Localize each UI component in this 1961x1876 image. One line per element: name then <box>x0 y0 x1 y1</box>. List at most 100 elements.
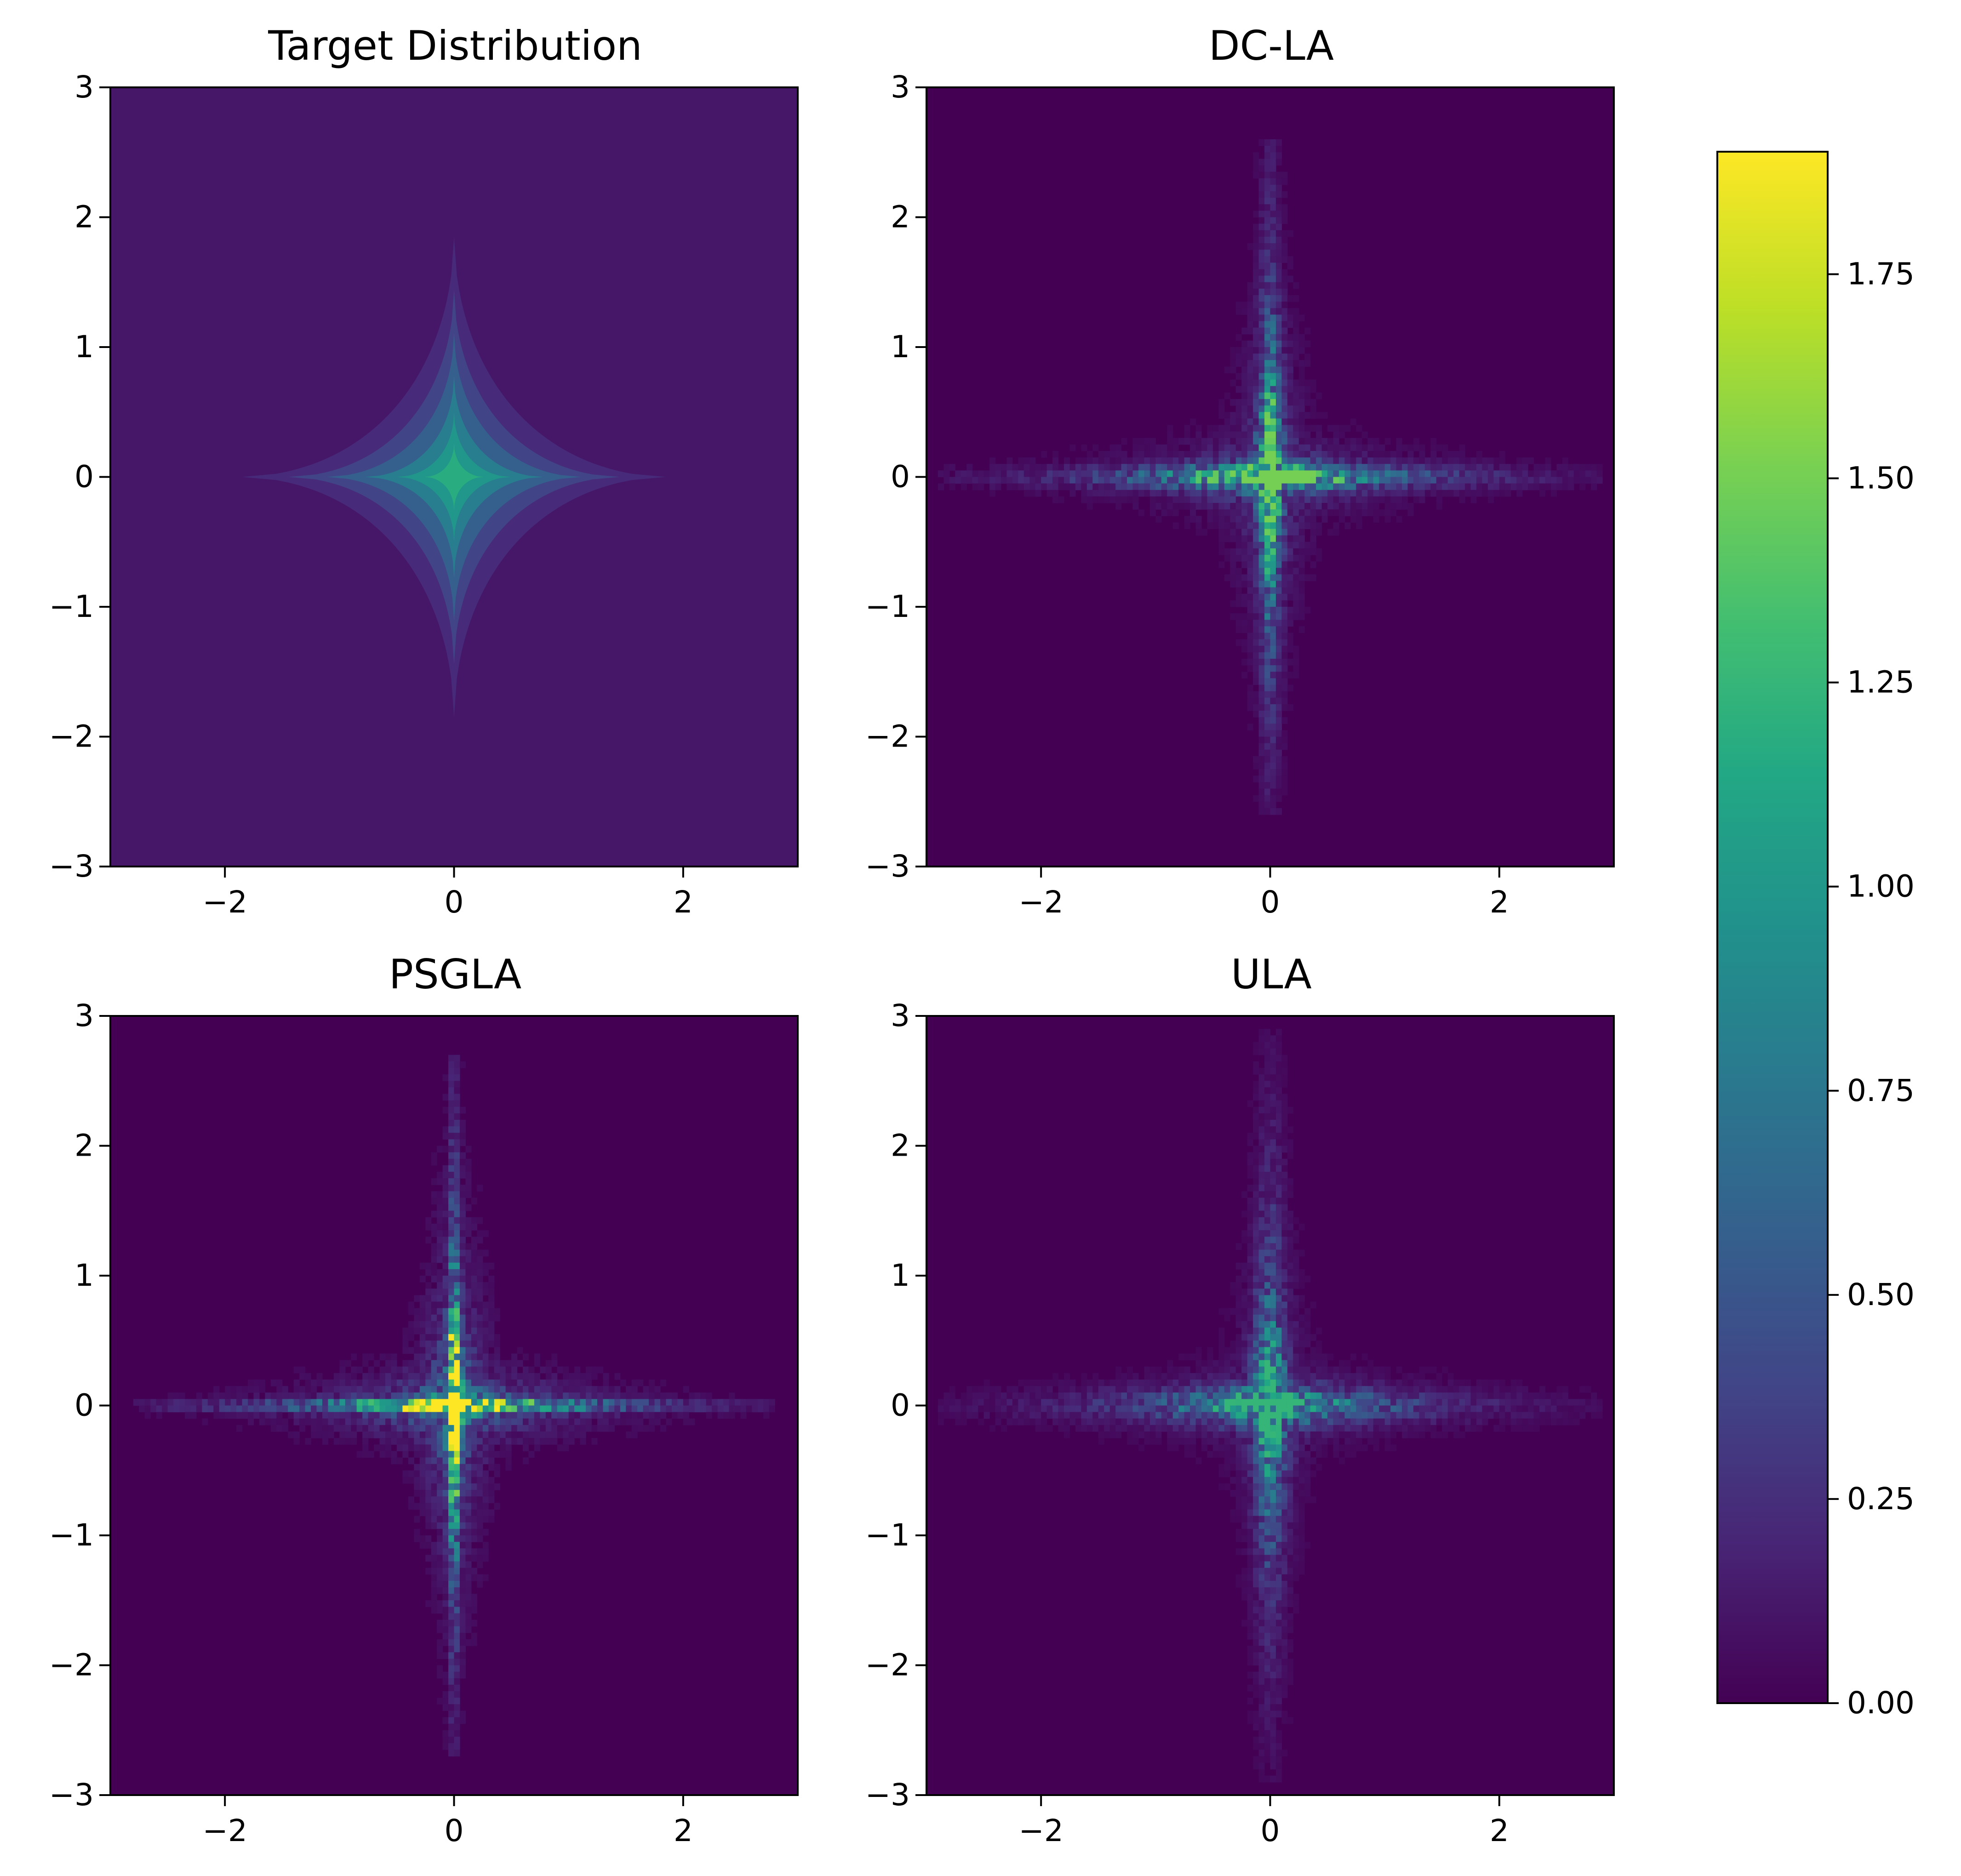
heatmap-cell <box>1218 1438 1225 1445</box>
heatmap-cell <box>1253 639 1259 646</box>
heatmap-cell <box>1258 483 1265 490</box>
heatmap-cell <box>276 1392 283 1399</box>
heatmap-cell <box>1281 490 1288 497</box>
heatmap-cell <box>437 1217 443 1224</box>
heatmap-cell <box>1241 1399 1248 1406</box>
heatmap-cell <box>1006 470 1013 478</box>
heatmap-cell <box>978 1386 984 1393</box>
heatmap-cell <box>431 1289 437 1295</box>
heatmap-cell <box>454 1094 460 1101</box>
heatmap-cell <box>356 1412 363 1419</box>
heatmap-cell <box>1138 1418 1145 1426</box>
heatmap-cell <box>282 1405 288 1413</box>
heatmap-cell <box>1184 464 1190 471</box>
heatmap-cell <box>1579 477 1586 484</box>
heatmap-cell <box>448 1431 455 1438</box>
heatmap-cell <box>1402 470 1408 478</box>
heatmap-cell <box>505 1438 512 1445</box>
heatmap-cell <box>1241 386 1248 393</box>
heatmap-cell <box>1190 1451 1196 1458</box>
heatmap-cell <box>1258 171 1265 179</box>
heatmap-cell <box>1235 444 1242 451</box>
heatmap-cell <box>1419 457 1425 464</box>
heatmap-cell <box>1127 1405 1133 1413</box>
heatmap-cell <box>1258 1555 1265 1562</box>
heatmap-cell <box>391 1431 397 1438</box>
heatmap-cell <box>1184 1438 1190 1445</box>
heatmap-cell <box>1281 295 1288 302</box>
heatmap-cell <box>1281 1061 1288 1068</box>
heatmap-cell <box>1115 1431 1122 1438</box>
heatmap-cell <box>1190 1431 1196 1438</box>
heatmap-cell <box>545 1438 552 1445</box>
heatmap-cell <box>1264 1204 1271 1211</box>
heatmap-cell <box>1470 490 1477 497</box>
heatmap-cell <box>528 1425 535 1432</box>
heatmap-cell <box>1270 516 1276 523</box>
heatmap-cell <box>1253 633 1259 640</box>
heatmap-cell <box>1264 217 1271 224</box>
heatmap-cell <box>1275 516 1282 523</box>
heatmap-cell <box>972 1405 978 1413</box>
heatmap-cell <box>1293 490 1299 497</box>
heatmap-cell <box>1247 1269 1253 1276</box>
heatmap-cell <box>477 1353 483 1361</box>
heatmap-cell <box>1275 1301 1282 1309</box>
heatmap-cell <box>391 1412 397 1419</box>
heatmap-cell <box>270 1405 277 1413</box>
heatmap-cell <box>500 1386 506 1393</box>
heatmap-cell <box>1275 425 1282 432</box>
heatmap-cell <box>465 1438 472 1445</box>
heatmap-cell <box>637 1405 644 1413</box>
heatmap-cell <box>1270 250 1276 257</box>
heatmap-cell <box>1178 490 1185 497</box>
heatmap-cell <box>551 1386 558 1393</box>
heatmap-cell <box>442 1301 449 1309</box>
heatmap-cell <box>1287 483 1293 490</box>
heatmap-cell <box>454 1243 460 1250</box>
heatmap-cell <box>362 1353 369 1361</box>
heatmap-cell <box>1201 1431 1208 1438</box>
heatmap-cell <box>442 1561 449 1568</box>
heatmap-cell <box>1327 464 1334 471</box>
heatmap-cell <box>1275 1730 1282 1737</box>
heatmap-cell <box>1253 1464 1259 1471</box>
heatmap-cell <box>419 1295 426 1302</box>
heatmap-cell <box>1184 477 1190 484</box>
heatmap-cell <box>1310 503 1316 510</box>
heatmap-cell <box>1046 1399 1053 1406</box>
heatmap-cell <box>1081 444 1087 451</box>
heatmap-cell <box>1499 451 1505 458</box>
heatmap-cell <box>1390 509 1397 516</box>
heatmap-cell <box>1476 470 1483 478</box>
heatmap-cell <box>1138 451 1145 458</box>
heatmap-cell <box>1281 1249 1288 1257</box>
heatmap-cell <box>729 1412 735 1419</box>
heatmap-cell <box>545 1431 552 1438</box>
heatmap-cell <box>1258 230 1265 237</box>
heatmap-cell <box>1104 1418 1110 1426</box>
heatmap-cell <box>425 1555 432 1562</box>
heatmap-cell <box>1253 412 1259 419</box>
heatmap-cell <box>608 1392 615 1399</box>
heatmap-cell <box>1270 1619 1276 1627</box>
heatmap-cell <box>1029 464 1036 471</box>
heatmap-cell <box>1344 503 1351 510</box>
heatmap-cell <box>459 1503 466 1510</box>
heatmap-cell <box>1247 457 1253 464</box>
x-tick-label: 0 <box>445 884 464 920</box>
heatmap-cell <box>471 1360 477 1367</box>
heatmap-cell <box>1241 1548 1248 1555</box>
heatmap-cell <box>1545 457 1551 464</box>
heatmap-cell <box>1275 1444 1282 1451</box>
heatmap-cell <box>1258 1100 1265 1107</box>
heatmap-cell <box>1258 1380 1265 1386</box>
heatmap-cell <box>442 1133 449 1140</box>
heatmap-cell <box>1132 457 1139 464</box>
heatmap-cell <box>1235 438 1242 445</box>
heatmap-cell <box>1333 496 1339 503</box>
heatmap-cell <box>1138 483 1145 490</box>
heatmap-cell <box>1218 438 1225 445</box>
heatmap-cell <box>1184 1373 1190 1380</box>
heatmap-cell <box>1264 1691 1271 1698</box>
